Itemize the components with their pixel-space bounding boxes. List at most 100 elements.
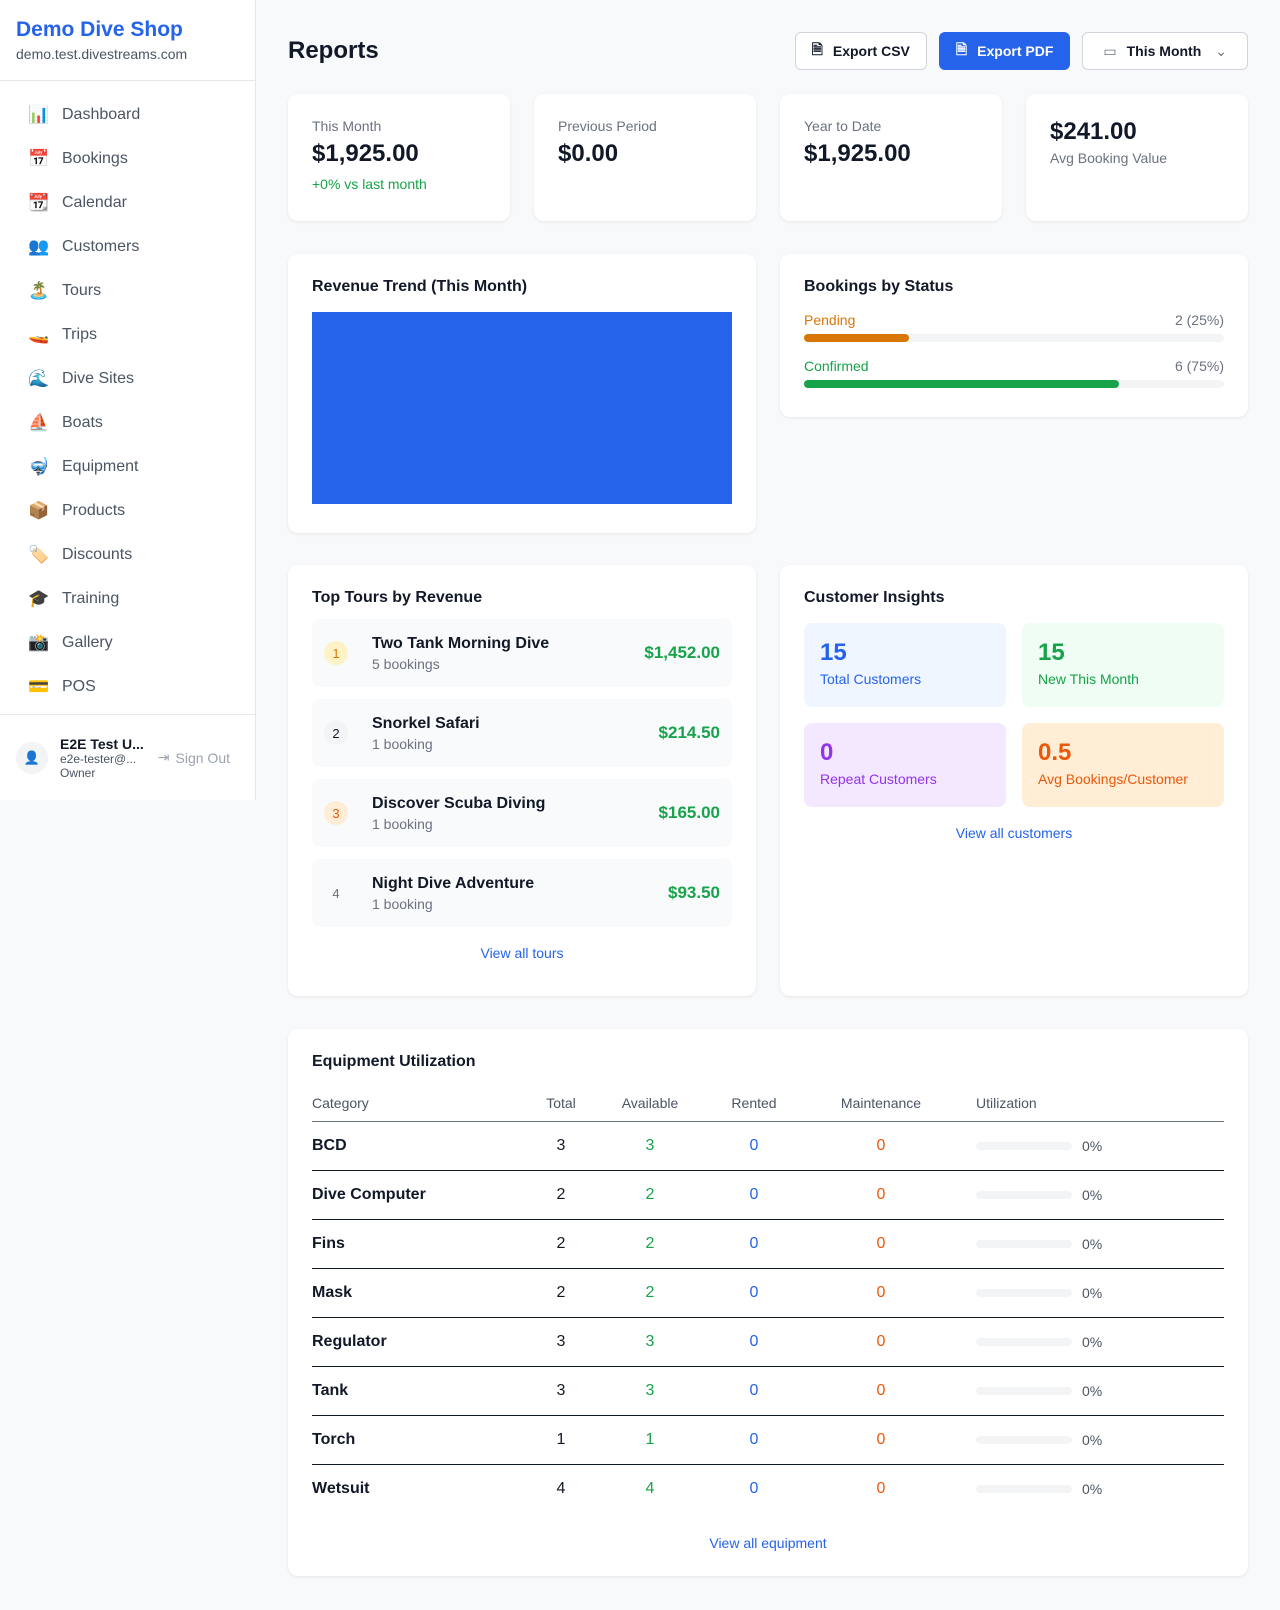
- utilization-value: 0%: [1082, 1480, 1103, 1497]
- sidebar-item-discounts[interactable]: 🏷️ Discounts: [16, 533, 239, 577]
- equipment-utilization-card: Equipment Utilization Category Total Avail…: [288, 1029, 1248, 1576]
- sidebar-item-label: Equipment: [62, 458, 139, 475]
- export-csv-button[interactable]: 🗎 Export CSV: [794, 32, 927, 70]
- table-cell: 1: [544, 1415, 578, 1465]
- table-cell: 4: [556, 1479, 566, 1497]
- status-bar-fill: [804, 380, 1119, 388]
- sidebar-item-customers[interactable]: 👥 Customers: [16, 225, 239, 269]
- table-cell: 0: [876, 1479, 886, 1497]
- sidebar: Demo Dive Shop demo.test.divestreams.com…: [0, 0, 256, 800]
- utilization-bar: [976, 1190, 1072, 1199]
- export-pdf-button[interactable]: 🗎 Export PDF: [938, 32, 1071, 70]
- insight-label: Total Customers: [820, 671, 922, 687]
- sidebar-item-equipment[interactable]: 🤿 Equipment: [16, 445, 239, 489]
- sidebar-item-dashboard[interactable]: 📊 Dashboard: [16, 93, 239, 137]
- insight-value: 15: [1038, 639, 1065, 666]
- tour-bookings: 1 booking: [372, 735, 433, 752]
- revenue-chart: [312, 312, 732, 504]
- equipment-table: Category Total Available Rented Maintenance U…: [312, 1085, 1224, 1513]
- export-pdf-label: Export PDF: [977, 43, 1054, 59]
- table-cell: 0: [749, 1479, 759, 1497]
- utilization-value: 0%: [1082, 1137, 1103, 1154]
- table-cell: 0: [722, 1415, 786, 1465]
- user-email: e2e-tester@...: [60, 751, 137, 766]
- sidebar-item-calendar[interactable]: 📆 Calendar: [16, 181, 239, 225]
- insight-box: 0 Repeat Customers: [804, 723, 1006, 807]
- table-cell: 3: [578, 1317, 722, 1367]
- user-icon: 👤: [16, 741, 48, 774]
- sidebar-item-pos[interactable]: 💳 POS: [16, 665, 239, 709]
- table-cell: Fins: [312, 1219, 544, 1269]
- sidebar-item-training[interactable]: 🎓 Training: [16, 577, 239, 621]
- sign-out-label: Sign Out: [175, 749, 230, 766]
- sidebar-item-label: Trips: [62, 326, 97, 343]
- status-bar-fill: [804, 334, 909, 342]
- sidebar-item-label: Customers: [62, 238, 140, 255]
- sidebar-item-bookings[interactable]: 📅 Bookings: [16, 137, 239, 181]
- tour-item[interactable]: 3 Discover Scuba Diving 1 booking $165.00: [312, 779, 732, 847]
- table-cell: 0: [786, 1121, 976, 1171]
- sidebar-item-tours[interactable]: 🏝️ Tours: [16, 269, 239, 313]
- sidebar-item-products[interactable]: 📦 Products: [16, 489, 239, 533]
- table-cell: 2: [544, 1219, 578, 1269]
- tour-item[interactable]: 4 Night Dive Adventure 1 booking $93.50: [312, 859, 732, 927]
- insight-label: Avg Bookings/Customer: [1038, 771, 1188, 787]
- tour-revenue: $214.50: [658, 723, 720, 742]
- shop-domain: demo.test.divestreams.com: [16, 46, 188, 62]
- period-select[interactable]: ▭ This Month ⌄: [1082, 32, 1248, 70]
- utilization-bar: [976, 1141, 1072, 1150]
- file-download-icon: 🗎: [955, 41, 968, 57]
- calendar-icon: 📆: [28, 193, 50, 212]
- table-cell: 3: [544, 1366, 578, 1416]
- status-count: 6 (75%): [1174, 358, 1224, 374]
- stat-value: $241.00: [1050, 118, 1137, 145]
- customer-insights-card: Customer Insights 15 Total Customers 15 New…: [780, 565, 1248, 996]
- table-cell: Wetsuit: [312, 1479, 370, 1497]
- pos-icon: 💳: [28, 677, 50, 696]
- tour-name: Two Tank Morning Dive: [372, 634, 550, 652]
- sidebar-item-trips[interactable]: 🚤 Trips: [16, 313, 239, 357]
- equipment-icon: 🤿: [28, 457, 50, 476]
- sidebar-item-label: Discounts: [62, 546, 133, 563]
- sidebar-nav: 📊 Dashboard 📅 Bookings 📆 Calendar 👥 Customers 🏝️…: [0, 81, 255, 721]
- gallery-icon: 📸: [28, 633, 50, 652]
- table-row: Mask 2 2 0 0 0%: [312, 1268, 1224, 1318]
- view-all-equipment-link[interactable]: View all equipment: [709, 1535, 827, 1551]
- sidebar-item-boats[interactable]: ⛵ Boats: [16, 401, 239, 445]
- revenue-trend-card: Revenue Trend (This Month): [288, 254, 756, 533]
- table-cell: 4: [645, 1479, 655, 1497]
- sidebar-item-label: Bookings: [62, 150, 128, 167]
- insight-label: Repeat Customers: [820, 771, 937, 787]
- sign-out-button[interactable]: ⇥ Sign Out: [158, 749, 230, 766]
- rank-badge: 1: [324, 641, 348, 665]
- brand: Demo Dive Shop demo.test.divestreams.com: [0, 0, 255, 81]
- user-role: Owner: [60, 765, 96, 780]
- discounts-icon: 🏷️: [28, 545, 50, 564]
- sidebar-item-dive-sites[interactable]: 🌊 Dive Sites: [16, 357, 239, 401]
- tours-icon: 🏝️: [28, 281, 50, 300]
- insight-box: 0.5 Avg Bookings/Customer: [1022, 723, 1224, 807]
- tour-item[interactable]: 2 Snorkel Safari 1 booking $214.50: [312, 699, 732, 767]
- view-all-customers-link[interactable]: View all customers: [955, 825, 1073, 841]
- training-icon: 🎓: [28, 589, 50, 608]
- table-cell: 0: [722, 1170, 786, 1220]
- utilization-bar: [976, 1386, 1072, 1395]
- chevron-down-icon: ⌄: [1215, 42, 1227, 59]
- customers-icon: 👥: [28, 237, 50, 256]
- sidebar-item-label: Products: [62, 502, 126, 519]
- stat-change: +0% vs last month: [312, 176, 427, 192]
- tour-item[interactable]: 1 Two Tank Morning Dive 5 bookings $1,452.0…: [312, 619, 732, 687]
- sidebar-item-gallery[interactable]: 📸 Gallery: [16, 621, 239, 665]
- table-row: Regulator 3 3 0 0 0%: [312, 1317, 1224, 1367]
- table-cell: 3: [544, 1121, 578, 1171]
- table-cell: 0: [786, 1317, 976, 1367]
- insight-value: 0.5: [1038, 739, 1072, 766]
- shop-name[interactable]: Demo Dive Shop: [16, 18, 183, 41]
- table-cell: 0: [722, 1317, 786, 1367]
- utilization-value: 0%: [1082, 1186, 1103, 1203]
- products-icon: 📦: [28, 501, 50, 520]
- stat-label: Year to Date: [804, 118, 882, 134]
- rank-badge: 3: [324, 801, 348, 825]
- view-all-tours-link[interactable]: View all tours: [480, 945, 564, 961]
- insight-box: 15 Total Customers: [804, 623, 1006, 707]
